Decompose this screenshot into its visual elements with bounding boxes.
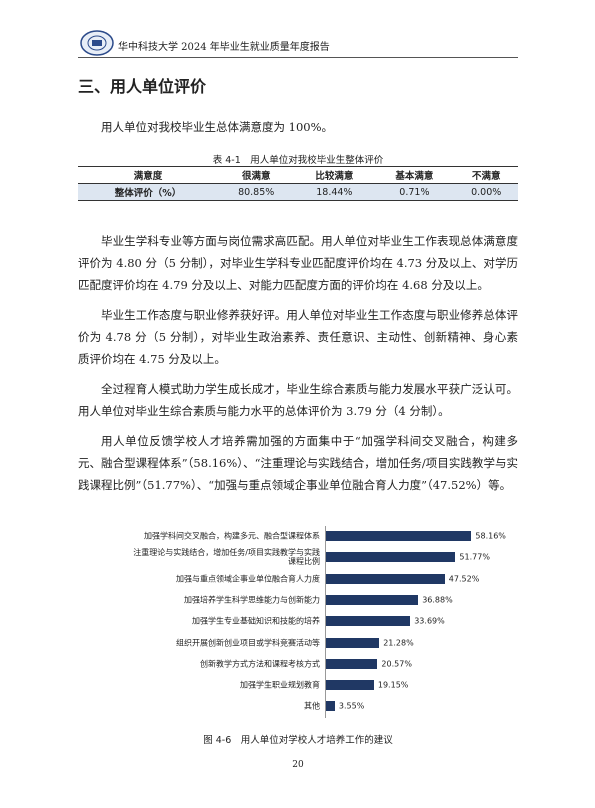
category-label: 创新教学方式方法和课程考核方式: [200, 659, 320, 669]
category-label: 加强学生专业基础知识和技能的培养: [192, 616, 320, 626]
table: 满意度 很满意 比较满意 基本满意 不满意 整体评价（%） 80.85% 18.…: [78, 166, 518, 201]
cell: 0.71%: [374, 183, 455, 201]
value-label: 3.55%: [338, 701, 365, 711]
chart-caption: 图 4-6 用人单位对学校人才培养工作的建议: [203, 735, 393, 746]
category-label: 加强学生职业规划教育: [240, 680, 320, 690]
header-cell: 满意度: [78, 166, 219, 184]
category-label: 加强培养学生科学思维能力与创新能力: [184, 595, 320, 605]
category-label: 组织开展创新创业项目或学科竞赛活动等: [176, 638, 320, 647]
value-label: 20.57%: [381, 659, 412, 669]
value-label: 33.69%: [414, 616, 445, 626]
logo: [80, 30, 114, 56]
value-label: 47.52%: [448, 574, 480, 584]
paragraph: 毕业生工作态度与职业修养获好评。用人单位对毕业生工作态度与职业修养总体评价为 4…: [78, 308, 518, 366]
axis-line: [325, 526, 326, 718]
cell: 0.00%: [454, 183, 518, 201]
header-cell: 比较满意: [294, 166, 375, 184]
bar: [326, 637, 380, 648]
category-label: 注重理论与实践结合，增加任务/项目实践教学与实践课程比例: [133, 548, 320, 567]
row: 整体评价（%） 80.85% 18.44% 0.71% 0.00%: [78, 183, 518, 201]
value-label: 58.16%: [475, 531, 506, 541]
header-title: 华中科技大学 2024 年毕业生就业质量年度报告: [118, 42, 330, 53]
header-row: 满意度 很满意 比较满意 基本满意 不满意: [78, 166, 518, 184]
value-label: 51.77%: [459, 552, 490, 562]
header-cell: 很满意: [218, 166, 295, 184]
page-number: 20: [292, 760, 304, 770]
table-caption: 表 4-1 用人单位对我校毕业生整体评价: [212, 155, 384, 166]
bar: [326, 531, 472, 541]
cell: 整体评价（%）: [78, 183, 219, 201]
bar: [326, 616, 411, 627]
intro: 用人单位对我校毕业生总体满意度为 100%。: [101, 120, 334, 134]
category-label: 加强学科间交叉融合，构建多元、融合型课程体系: [144, 531, 320, 541]
bar: [326, 680, 374, 691]
paragraph: 毕业生学科专业等方面与岗位需求高匹配。用人单位对毕业生工作表现总体满意度评价为 …: [78, 234, 518, 292]
category-label: 其他: [304, 701, 320, 711]
cell: 80.85%: [218, 183, 295, 201]
bar: [326, 701, 335, 712]
header-cell: 基本满意: [374, 166, 455, 184]
paragraph: 全过程育人模式助力学生成长成才，毕业生综合素质与能力发展水平获广泛认可。用人单位…: [78, 382, 518, 418]
header-rule: [78, 57, 518, 58]
section-heading: 三、用人单位评价: [78, 77, 207, 96]
value-label: 21.28%: [383, 638, 414, 647]
bar: [326, 658, 378, 669]
paragraph: 用人单位反馈学校人才培养需加强的方面集中于“加强学科间交叉融合，构建多元、融合型…: [78, 434, 518, 492]
bar: [326, 573, 445, 584]
bar: [326, 594, 419, 605]
value-label: 36.88%: [422, 595, 453, 605]
header-cell: 不满意: [454, 166, 518, 184]
value-label: 19.15%: [377, 680, 409, 690]
category-label: 加强与重点领域企事业单位融合育人力度: [176, 574, 320, 584]
cell: 18.44%: [294, 183, 375, 201]
bar: [326, 552, 456, 563]
